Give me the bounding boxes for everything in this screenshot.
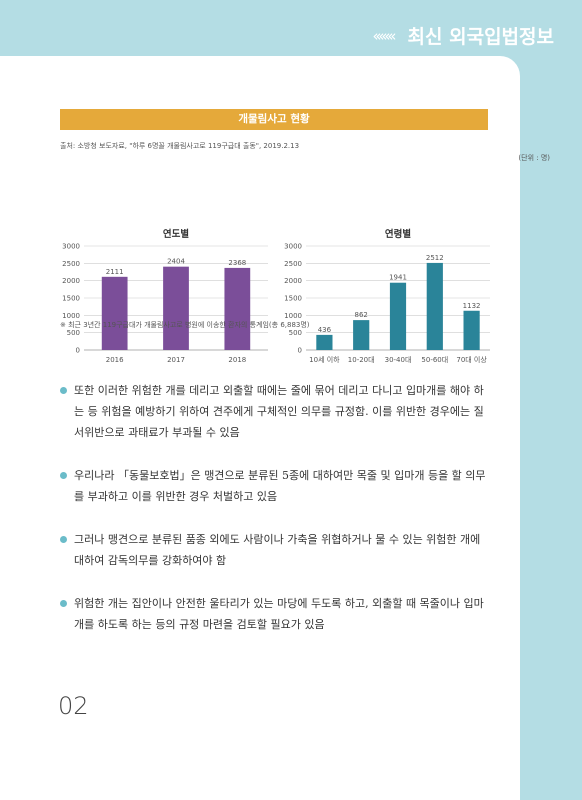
data-label: 2404 (167, 258, 185, 266)
bar (463, 310, 480, 350)
data-label: 436 (318, 326, 332, 334)
chart-footnote: ※ 최근 3년간 119구급대가 개물림사고로 병원에 이송한 환자의 통계임(… (60, 321, 310, 329)
x-tick-label: 10-20대 (348, 356, 375, 364)
y-tick-label: 500 (289, 329, 302, 337)
data-label: 2368 (228, 259, 246, 267)
data-label: 1941 (389, 274, 407, 282)
data-label: 1132 (463, 302, 481, 310)
y-tick-label: 3000 (284, 243, 302, 251)
x-tick-label: 2016 (106, 356, 124, 364)
y-tick-label: 2000 (284, 277, 302, 285)
y-tick-label: 1000 (62, 312, 80, 320)
data-label: 862 (355, 311, 368, 319)
y-tick-label: 2500 (62, 260, 80, 268)
chart-title: 연도별 (163, 228, 189, 240)
y-tick-label: 1000 (284, 312, 302, 320)
header-title: ‹‹‹‹‹‹‹ 최신 외국입법정보 (373, 22, 554, 49)
y-tick-label: 0 (76, 347, 80, 355)
x-tick-label: 70대 이상 (456, 355, 487, 364)
y-tick-label: 3000 (62, 243, 80, 251)
chart-unit: (단위 : 명) (518, 154, 550, 162)
chevrons-icon: ‹‹‹‹‹‹‹ (372, 26, 397, 45)
bar (426, 262, 443, 350)
bullet-item: 또한 이러한 위험한 개를 데리고 외출할 때에는 줄에 묶어 데리고 다니고 … (60, 380, 492, 443)
bullet-item: 그러나 맹견으로 분류된 품종 외에도 사람이나 가축을 위협하거나 물 수 있… (60, 529, 492, 571)
bar (224, 267, 251, 350)
page-body (0, 56, 520, 800)
y-tick-label: 1500 (62, 295, 80, 303)
x-tick-label: 10세 이하 (309, 355, 340, 364)
bullet-list: 또한 이러한 위험한 개를 데리고 외출할 때에는 줄에 묶어 데리고 다니고 … (60, 380, 492, 657)
chart-banner: 개물림사고 현황 (60, 109, 488, 130)
bar (316, 334, 333, 350)
x-tick-label: 30-40대 (385, 356, 412, 364)
chart-title: 연령별 (385, 228, 411, 240)
y-tick-label: 500 (67, 329, 80, 337)
page-number: 02 (58, 692, 89, 720)
charts: 연도별 0 500 1000 1500 2000 2500 3000 2111 2016 2404 2… (62, 228, 490, 364)
section-title: 최신 외국입법정보 (407, 26, 554, 48)
x-tick-label: 2017 (167, 356, 185, 364)
y-tick-label: 2500 (284, 260, 302, 268)
x-tick-label: 2018 (228, 356, 246, 364)
bar (353, 320, 370, 350)
chart-source: 출처: 소방청 보도자료, "하루 6명꼴 개물림사고로 119구급대 출동",… (60, 142, 300, 150)
y-tick-label: 1500 (284, 295, 302, 303)
x-tick-label: 50-60대 (421, 356, 448, 364)
bar (163, 266, 189, 350)
bar (101, 276, 128, 350)
data-label: 2111 (106, 268, 124, 276)
y-tick-label: 0 (298, 347, 302, 355)
bullet-item: 우리나라 「동물보호법」은 맹견으로 분류된 5종에 대하여만 목줄 및 입마개… (60, 465, 492, 507)
y-tick-label: 2000 (62, 277, 80, 285)
bar (389, 282, 407, 350)
bullet-item: 위험한 개는 집안이나 안전한 울타리가 있는 마당에 두도록 하고, 외출할 … (60, 593, 492, 635)
data-label: 2512 (426, 254, 444, 262)
